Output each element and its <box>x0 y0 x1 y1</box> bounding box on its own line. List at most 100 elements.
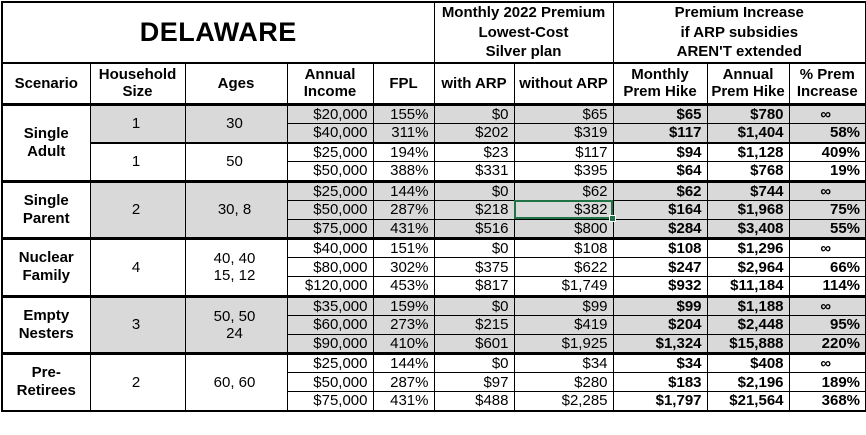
cell-monthly-hike[interactable]: $932 <box>612 276 708 297</box>
cell-fpl[interactable]: 388% <box>372 161 435 182</box>
cell-pct-increase[interactable]: 189% <box>788 372 866 393</box>
cell-annual-hike[interactable]: $3,408 <box>706 218 790 240</box>
cell-household-size[interactable]: 2 <box>89 351 186 412</box>
cell-with-arp[interactable]: $516 <box>433 218 515 240</box>
cell-household-size[interactable]: 3 <box>89 294 186 354</box>
cell-pct-increase[interactable]: 19% <box>788 161 866 182</box>
cell-with-arp[interactable]: $0 <box>433 294 515 316</box>
cell-fpl[interactable]: 431% <box>372 218 435 240</box>
cell-monthly-hike[interactable]: $183 <box>612 372 708 393</box>
cell-pct-increase[interactable]: 368% <box>788 391 866 412</box>
cell-pct-increase[interactable]: 114% <box>788 276 866 297</box>
cell-with-arp[interactable]: $601 <box>433 333 515 355</box>
cell-fpl[interactable]: 159% <box>372 294 435 316</box>
cell-monthly-hike[interactable]: $64 <box>612 161 708 182</box>
cell-annual-income[interactable]: $50,000 <box>286 161 374 182</box>
selected-cell[interactable]: $382 <box>513 199 617 223</box>
cell-fpl[interactable]: 151% <box>372 236 435 259</box>
cell-monthly-hike[interactable]: $94 <box>612 141 708 163</box>
cell-fpl[interactable]: 273% <box>372 314 435 335</box>
cell-ages[interactable]: 40, 40 15, 12 <box>184 237 288 297</box>
cell-without-arp[interactable]: $800 <box>513 218 614 240</box>
cell-pct-increase[interactable]: 409% <box>788 141 866 163</box>
cell-without-arp[interactable]: $622 <box>513 257 614 278</box>
cell-without-arp[interactable]: $395 <box>513 161 614 182</box>
cell-without-arp[interactable]: $419 <box>513 314 614 335</box>
cell-household-size[interactable]: 4 <box>89 237 186 297</box>
cell-without-arp[interactable]: $2,285 <box>513 391 614 412</box>
cell-monthly-hike[interactable]: $65 <box>612 102 708 125</box>
cell-annual-income[interactable]: $120,000 <box>286 276 374 297</box>
cell-pct-increase[interactable]: 66% <box>788 257 866 278</box>
cell-fpl[interactable]: 302% <box>372 257 435 278</box>
cell-with-arp[interactable]: $218 <box>433 199 515 220</box>
cell-annual-income[interactable]: $60,000 <box>286 314 374 335</box>
cell-fpl[interactable]: 144% <box>372 351 435 374</box>
cell-with-arp[interactable]: $0 <box>433 102 515 125</box>
cell-fpl[interactable]: 453% <box>372 276 435 297</box>
cell-monthly-hike[interactable]: $108 <box>612 236 708 259</box>
cell-fpl[interactable]: 155% <box>372 102 435 125</box>
cell-annual-hike[interactable]: $780 <box>706 102 790 125</box>
cell-with-arp[interactable]: $331 <box>433 161 515 182</box>
cell-fpl[interactable]: 287% <box>372 199 435 220</box>
cell-ages[interactable]: 50, 50 24 <box>184 294 288 354</box>
cell-with-arp[interactable]: $488 <box>433 391 515 412</box>
cell-monthly-hike[interactable]: $204 <box>612 314 708 335</box>
cell-pct-increase[interactable]: ∞ <box>788 294 866 316</box>
cell-annual-income[interactable]: $90,000 <box>286 333 374 355</box>
cell-annual-income[interactable]: $75,000 <box>286 218 374 240</box>
cell-pct-increase[interactable]: ∞ <box>788 179 866 201</box>
cell-pct-increase[interactable]: ∞ <box>788 236 866 259</box>
cell-household-size[interactable]: 1 <box>89 102 186 144</box>
cell-with-arp[interactable]: $0 <box>433 179 515 201</box>
cell-annual-income[interactable]: $35,000 <box>286 294 374 316</box>
cell-with-arp[interactable]: $97 <box>433 372 515 393</box>
cell-with-arp[interactable]: $0 <box>433 351 515 374</box>
cell-ages[interactable]: 60, 60 <box>184 351 288 412</box>
cell-with-arp[interactable]: $375 <box>433 257 515 278</box>
cell-without-arp[interactable]: $280 <box>513 372 614 393</box>
cell-ages[interactable]: 30, 8 <box>184 179 288 239</box>
cell-with-arp[interactable]: $817 <box>433 276 515 297</box>
cell-annual-income[interactable]: $80,000 <box>286 257 374 278</box>
cell-annual-hike[interactable]: $11,184 <box>706 276 790 297</box>
cell-annual-hike[interactable]: $1,968 <box>706 199 790 220</box>
cell-without-arp[interactable]: $319 <box>513 123 614 144</box>
cell-without-arp[interactable]: $65 <box>513 102 614 125</box>
cell-annual-hike[interactable]: $2,196 <box>706 372 790 393</box>
cell-without-arp[interactable]: $117 <box>513 141 614 163</box>
cell-annual-income[interactable]: $75,000 <box>286 391 374 412</box>
cell-pct-increase[interactable]: 220% <box>788 333 866 355</box>
cell-fpl[interactable]: 287% <box>372 372 435 393</box>
cell-annual-hike[interactable]: $768 <box>706 161 790 182</box>
cell-monthly-hike[interactable]: $62 <box>612 179 708 201</box>
cell-annual-hike[interactable]: $1,404 <box>706 123 790 144</box>
cell-without-arp[interactable]: $1,925 <box>513 333 614 355</box>
cell-without-arp[interactable]: $99 <box>513 294 614 316</box>
cell-without-arp[interactable]: $1,749 <box>513 276 614 297</box>
cell-fpl[interactable]: 144% <box>372 179 435 201</box>
cell-annual-income[interactable]: $25,000 <box>286 141 374 163</box>
cell-annual-hike[interactable]: $1,188 <box>706 294 790 316</box>
cell-fpl[interactable]: 410% <box>372 333 435 355</box>
cell-monthly-hike[interactable]: $164 <box>612 199 708 220</box>
cell-household-size[interactable]: 2 <box>89 179 186 239</box>
cell-monthly-hike[interactable]: $247 <box>612 257 708 278</box>
cell-with-arp[interactable]: $0 <box>433 236 515 259</box>
cell-without-arp[interactable]: $108 <box>513 236 614 259</box>
cell-monthly-hike[interactable]: $34 <box>612 351 708 374</box>
cell-annual-income[interactable]: $25,000 <box>286 351 374 374</box>
cell-scenario[interactable]: Pre- Retirees <box>1 351 91 412</box>
cell-with-arp[interactable]: $202 <box>433 123 515 144</box>
cell-monthly-hike[interactable]: $1,324 <box>612 333 708 355</box>
cell-annual-income[interactable]: $20,000 <box>286 102 374 125</box>
cell-with-arp[interactable]: $23 <box>433 141 515 163</box>
cell-monthly-hike[interactable]: $99 <box>612 294 708 316</box>
cell-scenario[interactable]: Single Adult <box>1 103 91 182</box>
cell-ages[interactable]: 50 <box>184 141 288 182</box>
cell-monthly-hike[interactable]: $1,797 <box>612 391 708 412</box>
cell-scenario[interactable]: Single Parent <box>1 179 91 239</box>
cell-annual-hike[interactable]: $408 <box>706 351 790 374</box>
cell-pct-increase[interactable]: 75% <box>788 199 866 220</box>
